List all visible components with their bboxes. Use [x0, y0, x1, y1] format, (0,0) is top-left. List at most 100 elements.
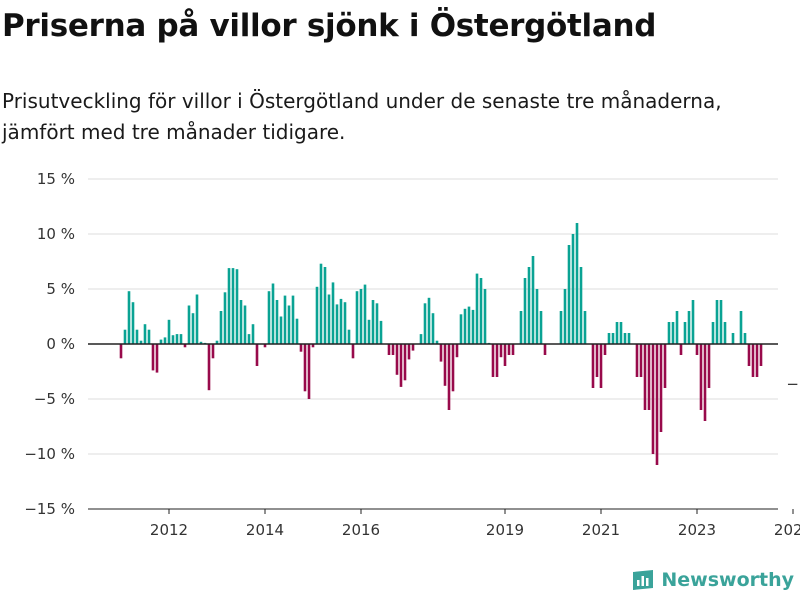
bar [279, 316, 283, 344]
bar [699, 344, 703, 410]
bar [507, 344, 511, 355]
bar [455, 344, 459, 358]
bar [579, 267, 583, 344]
bar [443, 344, 447, 386]
x-tick-label: 2014 [246, 521, 284, 539]
bar [615, 322, 619, 344]
logo-text: Newsworthy [661, 569, 794, 591]
y-tick-label: 15 % [37, 170, 75, 188]
x-tick-label: 2019 [486, 521, 524, 539]
bar [499, 344, 503, 358]
chart-subtitle: Prisutveckling för villor i Östergötland… [2, 89, 722, 144]
bar [299, 344, 303, 352]
bar [659, 344, 663, 432]
bar [467, 306, 471, 344]
bar [375, 303, 379, 344]
bar [191, 313, 195, 344]
bar [427, 297, 431, 344]
bar [463, 308, 467, 344]
bar [607, 333, 611, 344]
y-tick-label: 10 % [37, 225, 75, 243]
bar [367, 319, 371, 344]
bar [743, 333, 747, 344]
bar [459, 314, 463, 344]
bar [359, 289, 363, 344]
bar [239, 300, 243, 344]
bar [199, 341, 203, 344]
bar [747, 344, 751, 366]
bar [195, 294, 199, 344]
bar [215, 340, 219, 344]
bar [511, 344, 515, 355]
bar [683, 322, 687, 344]
bar [143, 324, 147, 344]
bar [271, 283, 275, 344]
bar [503, 344, 507, 366]
bar [315, 286, 319, 344]
bar [255, 344, 259, 366]
bar [163, 337, 167, 344]
bar [211, 344, 215, 359]
bar [491, 344, 495, 377]
bar [335, 304, 339, 344]
bar [387, 344, 391, 355]
bar [483, 289, 487, 344]
bar [267, 291, 271, 344]
bar [131, 302, 135, 344]
bar [591, 344, 595, 388]
bar [183, 344, 187, 348]
bar [275, 300, 279, 344]
grid-lines [88, 178, 778, 455]
bar [311, 344, 315, 348]
bar [751, 344, 755, 377]
bar [583, 311, 587, 344]
bar [671, 322, 675, 344]
bar [567, 245, 571, 344]
bar [423, 303, 427, 344]
bar [655, 344, 659, 465]
bar [695, 344, 699, 355]
bar [219, 311, 223, 344]
bar [575, 223, 579, 344]
bar [303, 344, 307, 392]
bar [379, 320, 383, 344]
bar [363, 284, 367, 344]
x-tick-label: 2012 [150, 521, 188, 539]
bar [731, 333, 735, 344]
y-tick-label: 5 % [46, 280, 75, 298]
bar [395, 344, 399, 375]
bar [571, 234, 575, 344]
bar [139, 340, 143, 344]
bar [687, 311, 691, 344]
bar [263, 344, 267, 348]
bar [347, 329, 351, 344]
bar [527, 267, 531, 344]
y-tick-label: −5 % [34, 390, 75, 408]
newsworthy-logo: Newsworthy [631, 568, 794, 592]
bars [119, 223, 763, 465]
bar [207, 344, 211, 391]
bar [399, 344, 403, 387]
bar [155, 344, 159, 373]
bar [519, 311, 523, 344]
bar [327, 294, 331, 344]
bar [495, 344, 499, 377]
bar [431, 313, 435, 344]
bar [419, 334, 423, 344]
y-tick-label: −15 % [24, 500, 75, 518]
bar [411, 344, 415, 351]
bar [539, 311, 543, 344]
bar [243, 305, 247, 344]
bar [715, 300, 719, 344]
bar [391, 344, 395, 355]
bar [331, 282, 335, 344]
bar [651, 344, 655, 454]
bar [171, 335, 175, 344]
bar [623, 333, 627, 344]
bar [475, 273, 479, 344]
bar [723, 322, 727, 344]
bar [179, 334, 183, 344]
x-tick-label: 2023 [678, 521, 716, 539]
bar [339, 298, 343, 344]
